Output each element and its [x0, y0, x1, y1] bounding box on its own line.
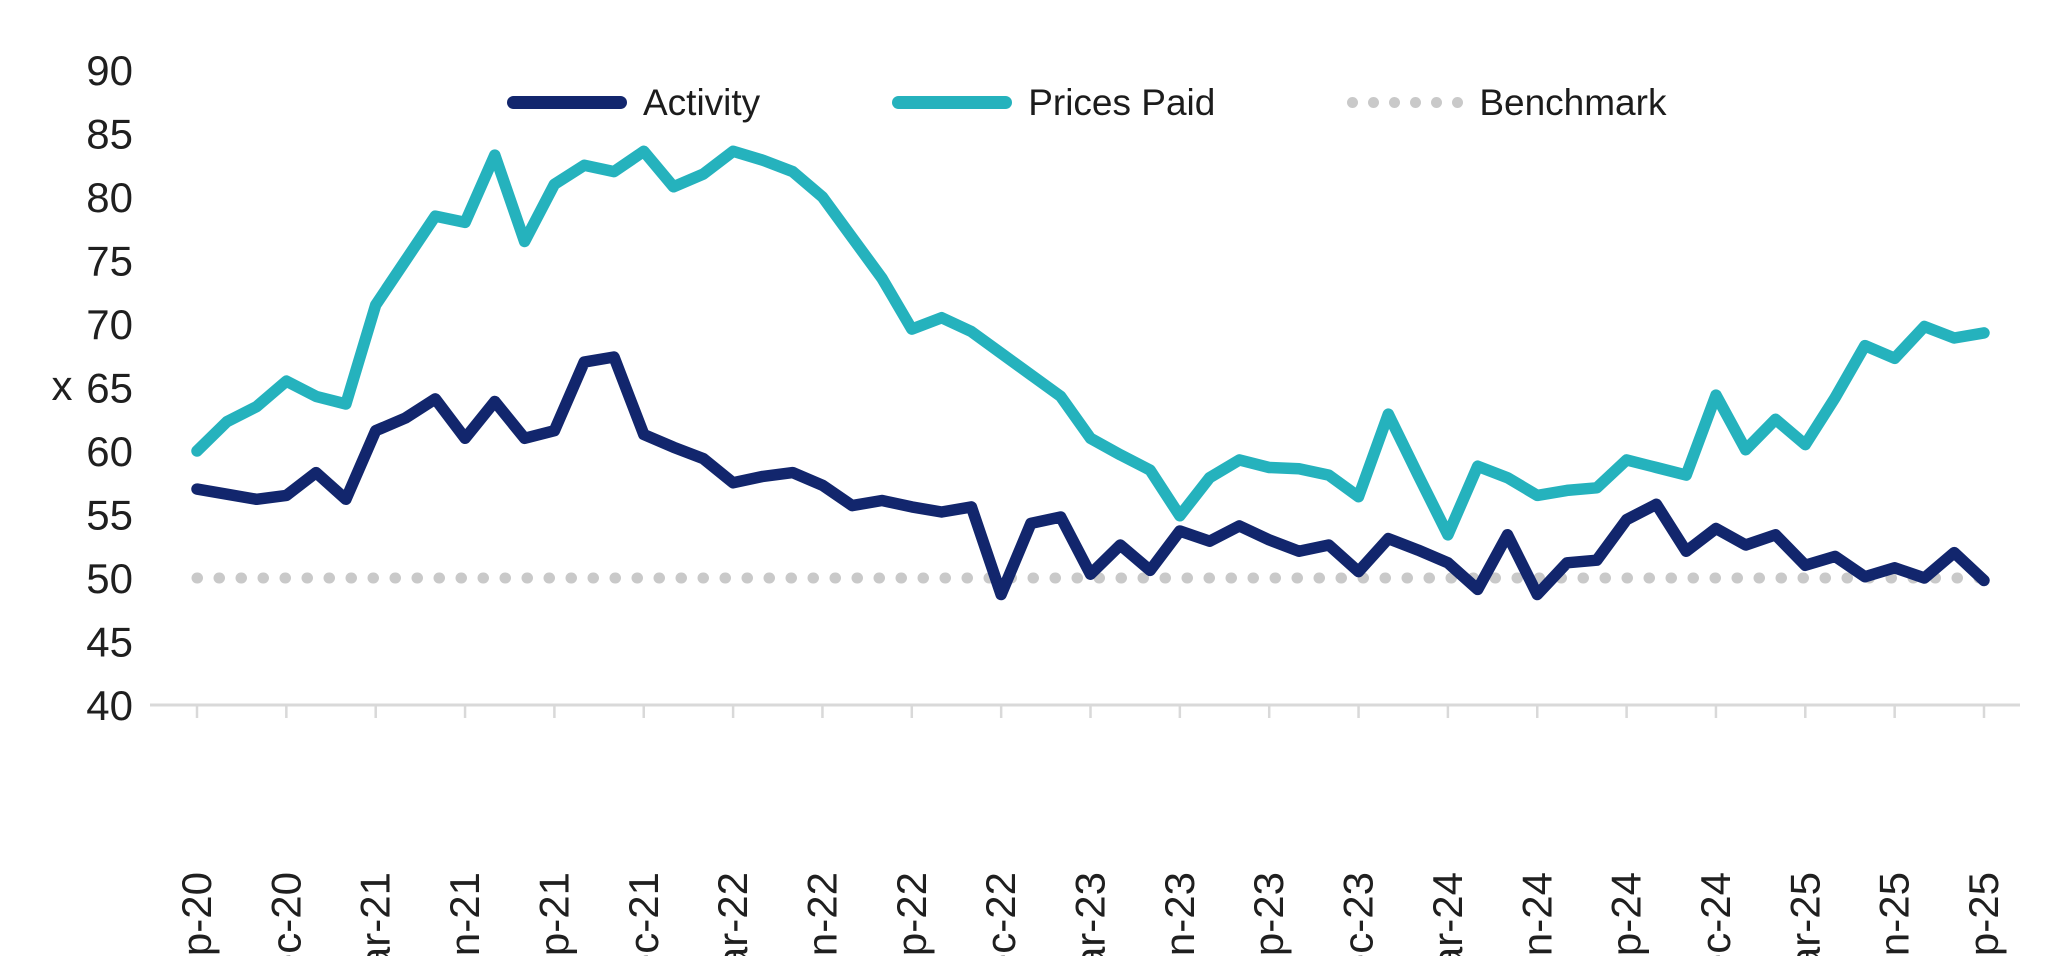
x-tick-label: Mar-23 — [1067, 872, 1114, 956]
y-tick-label: 55 — [86, 492, 133, 539]
x-tick-label: Mar-25 — [1781, 872, 1828, 956]
legend-item-prices-paid: Prices Paid — [892, 84, 1215, 121]
y-tick-label: 50 — [86, 555, 133, 602]
y-tick-label: 40 — [86, 682, 133, 729]
legend-label-benchmark: Benchmark — [1479, 82, 1667, 123]
x-tick-label: Dec-21 — [620, 872, 667, 956]
y-tick-label: 45 — [86, 619, 133, 666]
x-tick-label: Sep-23 — [1245, 872, 1292, 956]
legend-item-benchmark: Benchmark — [1347, 84, 1666, 121]
series-line-prices-paid — [191, 145, 1990, 541]
x-tick-label: Dec-23 — [1335, 872, 1382, 956]
x-tick-label: Jun-25 — [1871, 872, 1918, 956]
x-tick-label: Sep-20 — [173, 872, 220, 956]
x-tick-label: Jun-24 — [1513, 872, 1560, 956]
x-tick-label: Sep-21 — [530, 872, 577, 956]
legend-item-activity: Activity — [507, 84, 760, 121]
y-tick-label: 75 — [86, 238, 133, 285]
prices-paid-line-swatch — [892, 96, 1013, 109]
x-tick-label: Jun-23 — [1156, 872, 1203, 956]
y-tick-label: 60 — [86, 428, 133, 475]
activity-line-swatch — [507, 96, 627, 109]
y-tick-label: 70 — [86, 301, 133, 348]
legend-label-activity: Activity — [643, 82, 761, 123]
y-tick-label: 65 — [86, 365, 133, 412]
x-tick-label: Mar-24 — [1424, 872, 1471, 956]
legend-label-prices-paid: Prices Paid — [1028, 82, 1216, 123]
benchmark-dotted-swatch — [1347, 97, 1464, 108]
x-tick-label: Jun-22 — [798, 872, 845, 956]
x-tick-label: Dec-20 — [262, 872, 309, 956]
y-tick-label: 90 — [86, 47, 133, 94]
series-line-activity — [191, 351, 1990, 601]
y-tick-label: 80 — [86, 174, 133, 221]
plot-generated-content: Sep-20 Dec-20 Mar-21 Jun-21 Sep-21 Dec-21 Mar-… — [86, 47, 2020, 956]
x-tick-label: Mar-21 — [352, 872, 399, 956]
x-tick-label: Sep-25 — [1960, 872, 2007, 956]
y-axis-title: x — [52, 362, 73, 409]
x-tick-label: Jun-21 — [441, 872, 488, 956]
x-tick-label: Sep-22 — [888, 872, 935, 956]
y-tick-label: 85 — [86, 111, 133, 158]
x-tick-label: Sep-24 — [1603, 872, 1650, 956]
x-tick-label: Mar-22 — [709, 872, 756, 956]
legend: Activity Prices Paid Benchmark — [507, 84, 1666, 121]
x-tick-label: Dec-22 — [977, 872, 1024, 956]
x-tick-label: Dec-24 — [1692, 872, 1739, 956]
